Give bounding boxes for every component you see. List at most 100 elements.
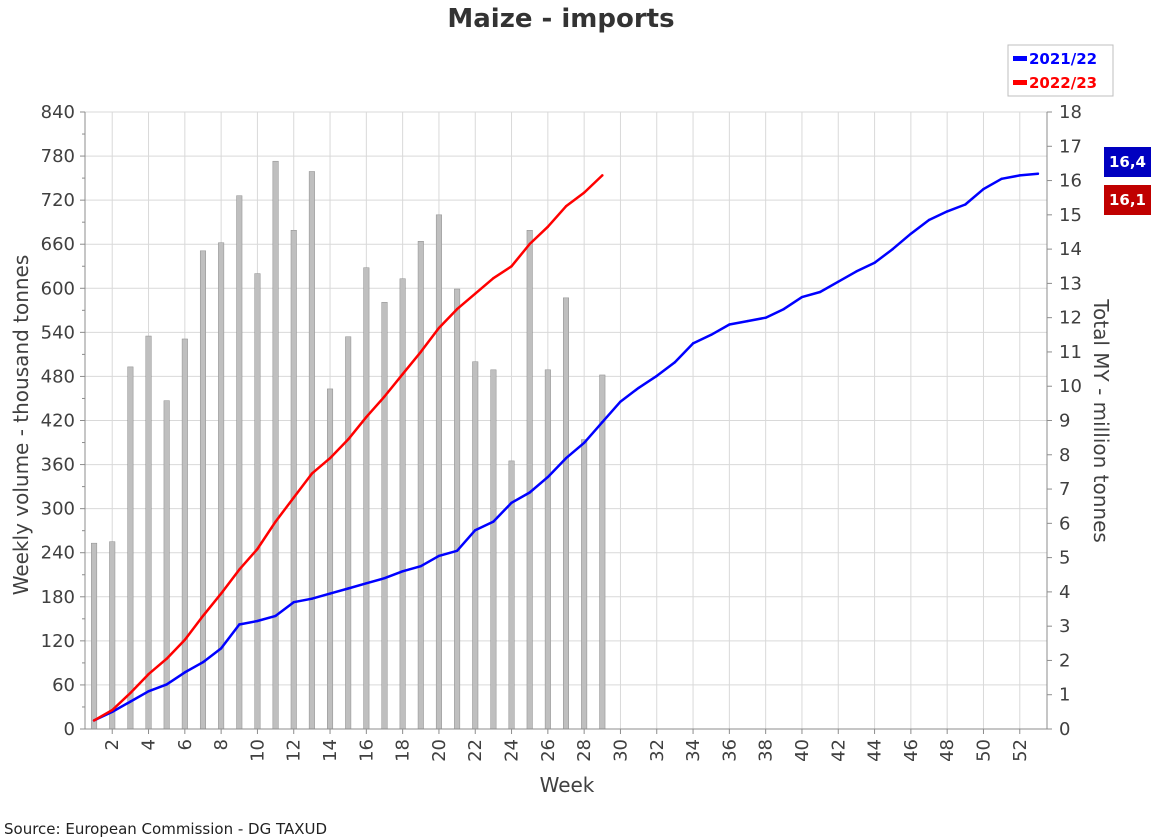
- x-tick-label: 34: [683, 739, 704, 762]
- y-left-tick-label: 420: [41, 411, 75, 432]
- bar-week-28: [581, 439, 588, 730]
- point-2021-22-week-21: [455, 549, 459, 552]
- y-left-tick-label: 660: [41, 234, 75, 255]
- point-2022-23-week-16: [365, 415, 368, 419]
- point-2021-22-week-28: [582, 441, 586, 444]
- point-2021-22-week-49: [964, 203, 967, 206]
- bar-week-3: [127, 366, 134, 730]
- point-2022-23-week-6: [183, 638, 187, 642]
- x-tick-label: 20: [429, 739, 450, 762]
- x-tick-label: 40: [792, 739, 813, 762]
- tick-labels: 0601201802403003604204805406006607207808…: [41, 102, 1082, 762]
- y-left-tick-label: 240: [41, 543, 75, 564]
- point-2022-23-week-28: [582, 191, 586, 194]
- bars: [91, 160, 606, 730]
- y-right-tick-label: 12: [1059, 308, 1082, 329]
- point-2021-22-week-44: [873, 261, 876, 265]
- point-2022-23-week-15: [346, 438, 350, 441]
- point-2021-22-week-8: [219, 647, 223, 650]
- y-right-tick-label: 15: [1059, 205, 1082, 226]
- point-2021-22-week-48: [945, 210, 949, 213]
- y-left-tick-label: 360: [41, 455, 75, 476]
- point-2021-22-week-6: [183, 671, 187, 674]
- axes: [80, 111, 1052, 734]
- point-2021-22-week-27: [564, 457, 568, 460]
- point-2021-22-week-26: [546, 475, 550, 479]
- x-tick-label: 22: [465, 739, 486, 762]
- y-left-tick-label: 300: [41, 499, 75, 520]
- end-value-badges: 16,4 16,1: [1104, 147, 1151, 215]
- bar-week-9: [236, 195, 243, 730]
- x-tick-label: 12: [284, 739, 305, 762]
- point-2021-22-week-24: [510, 501, 513, 504]
- point-2021-22-week-12: [292, 600, 295, 604]
- bar-week-25: [526, 230, 533, 730]
- point-2021-22-week-53: [1036, 172, 1040, 175]
- x-tick-label: 38: [756, 739, 777, 762]
- point-2021-22-week-32: [655, 374, 658, 378]
- point-2021-22-week-40: [800, 295, 804, 299]
- y-right-tick-label: 4: [1059, 582, 1070, 603]
- point-2021-22-week-5: [165, 683, 168, 686]
- series-lines: [92, 172, 1040, 722]
- point-2022-23-week-27: [564, 205, 568, 208]
- bar-week-5: [163, 400, 170, 730]
- x-tick-label: 48: [937, 739, 958, 762]
- point-2021-22-week-50: [982, 187, 985, 191]
- bar-week-22: [472, 361, 479, 730]
- point-2021-22-week-38: [764, 316, 767, 319]
- point-2021-22-week-51: [1000, 177, 1003, 181]
- x-tick-label: 24: [502, 739, 523, 762]
- legend-swatch-2021-22: [1013, 56, 1027, 61]
- point-2021-22-week-9: [238, 623, 241, 626]
- end-badge-2021-22: [1104, 147, 1151, 177]
- y-right-tick-label: 8: [1059, 445, 1070, 466]
- y-left-tick-label: 540: [41, 322, 75, 343]
- y-right-tick-label: 9: [1059, 411, 1070, 432]
- y-right-tick-label: 18: [1059, 102, 1082, 123]
- y-axis-right-title: Total MY - million tonnes: [1089, 298, 1113, 543]
- y-left-tick-label: 780: [41, 146, 75, 167]
- x-tick-label: 14: [320, 739, 341, 762]
- bar-week-23: [490, 369, 497, 730]
- point-2022-23-week-1: [92, 719, 96, 722]
- point-2022-23-week-7: [201, 614, 205, 618]
- point-2022-23-week-23: [492, 277, 495, 280]
- point-2022-23-week-10: [256, 547, 259, 551]
- point-2022-23-week-2: [111, 708, 114, 712]
- legend-label-2022-23: 2022/23: [1029, 74, 1097, 92]
- chart-title: Maize - imports: [447, 4, 674, 34]
- bar-week-2: [109, 541, 116, 730]
- x-tick-label: 42: [828, 739, 849, 762]
- bar-week-13: [308, 171, 315, 730]
- point-2021-22-week-45: [891, 247, 894, 251]
- point-2021-22-week-46: [909, 232, 913, 235]
- point-2021-22-week-34: [691, 342, 695, 345]
- source-note: Source: European Commission - DG TAXUD: [4, 820, 327, 838]
- y-right-tick-label: 2: [1059, 650, 1070, 671]
- bar-week-7: [199, 250, 206, 730]
- legend-swatch-2022-23: [1013, 80, 1027, 85]
- point-2021-22-week-17: [383, 576, 386, 580]
- point-2021-22-week-23: [492, 520, 495, 523]
- point-2021-22-week-7: [201, 660, 205, 664]
- y-left-tick-label: 60: [52, 675, 75, 696]
- bar-week-17: [381, 301, 388, 730]
- y-right-tick-label: 0: [1059, 719, 1070, 740]
- bar-week-29: [599, 374, 606, 730]
- point-2021-22-week-47: [927, 218, 931, 222]
- y-axis-left-title: Weekly volume - thousand tonnes: [9, 255, 33, 596]
- point-2022-23-week-20: [437, 326, 441, 330]
- point-2021-22-week-16: [365, 582, 368, 585]
- point-2021-22-week-35: [710, 333, 713, 337]
- y-right-tick-label: 5: [1059, 548, 1070, 569]
- y-left-tick-label: 720: [41, 190, 75, 211]
- x-tick-label: 4: [139, 739, 160, 750]
- bar-week-1: [91, 542, 98, 730]
- y-right-tick-label: 14: [1059, 239, 1082, 260]
- point-2021-22-week-36: [728, 323, 731, 326]
- point-2022-23-week-22: [474, 292, 477, 295]
- point-2021-22-week-33: [673, 361, 677, 364]
- point-2022-23-week-24: [510, 265, 513, 268]
